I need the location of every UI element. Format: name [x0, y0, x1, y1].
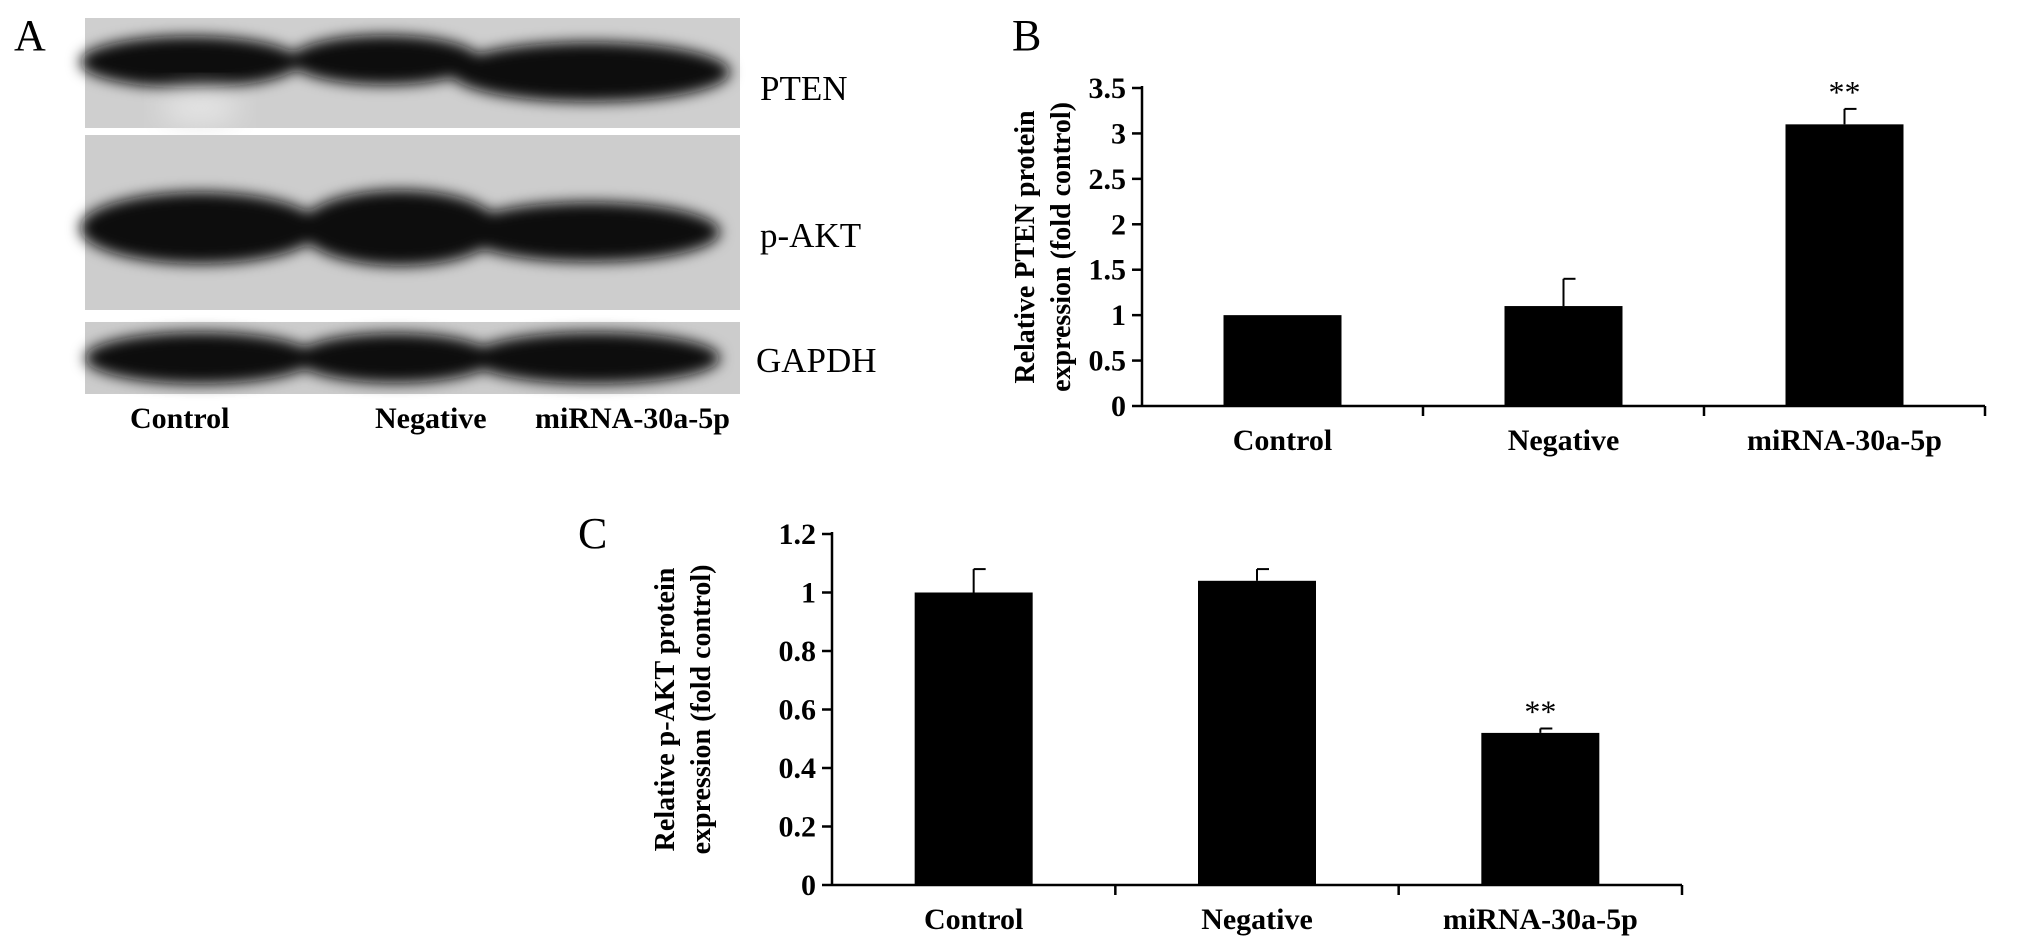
chart-c-bar — [914, 592, 1033, 885]
lane-label-mirna: miRNA-30a-5p — [535, 402, 730, 435]
chart-b-bar — [1504, 306, 1623, 406]
chart-b-y-tick-label: 1 — [1111, 299, 1126, 332]
chart-b: 0 0.5 1 1.5 2 2.5 3 3.5 Control Negative ** miRNA-3… — [1010, 72, 1987, 457]
chart-b-y-tick-label: 3 — [1111, 117, 1126, 150]
chart-c-y-tick-label: 0 — [801, 869, 816, 902]
chart-b-y-axis-title: expression (fold control) — [1046, 102, 1077, 392]
chart-b-category-label: miRNA-30a-5p — [1747, 424, 1942, 457]
lane-label-negative: Negative — [375, 402, 487, 435]
chart-b-category-label: Control — [1233, 424, 1332, 457]
chart-b-bar — [1223, 315, 1342, 406]
chart-c-bar — [1198, 580, 1316, 885]
western-blot — [80, 18, 740, 394]
chart-b-y-axis-title: Relative PTEN protein — [1010, 110, 1041, 384]
blot-label-p-akt: p-AKT — [760, 216, 861, 255]
chart-b-y-tick-label: 3.5 — [1089, 72, 1127, 105]
panel-letter-a: A — [14, 11, 46, 60]
chart-c-bar — [1481, 732, 1600, 885]
chart-b-y-tick-label: 2 — [1111, 208, 1126, 241]
chart-b-y-tick-label: 1.5 — [1089, 254, 1127, 287]
chart-c-y-axis-title: expression (fold control) — [686, 565, 717, 855]
chart-c-category-label: miRNA-30a-5p — [1443, 903, 1638, 936]
lane-label-control: Control — [130, 402, 229, 435]
chart-b-bar — [1785, 124, 1904, 406]
chart-b-y-tick-label: 0.5 — [1089, 345, 1127, 378]
chart-c-category-label: Control — [924, 903, 1023, 936]
chart-c-y-axis-title: Relative p-AKT protein — [650, 567, 681, 851]
blot-label-pten: PTEN — [760, 69, 848, 108]
panel-letter-c: C — [578, 509, 607, 558]
chart-c: 0 0.2 0.4 0.6 0.8 1 1.2 Control Negative ** miRNA-… — [650, 518, 1684, 936]
panel-letter-b: B — [1012, 11, 1041, 60]
chart-b-y-tick-label: 2.5 — [1089, 163, 1127, 196]
chart-c-y-tick-label: 0.6 — [779, 694, 817, 727]
blot-label-gapdh: GAPDH — [756, 341, 877, 380]
blot-strip-gapdh — [85, 322, 740, 394]
chart-c-y-tick-label: 1 — [801, 577, 816, 610]
blot-strip-p-akt — [80, 135, 740, 310]
chart-b-significance-label: ** — [1829, 74, 1861, 110]
chart-c-y-tick-label: 0.8 — [779, 635, 817, 668]
chart-b-category-label: Negative — [1508, 424, 1620, 457]
chart-b-y-tick-label: 0 — [1111, 390, 1126, 423]
chart-c-y-tick-label: 0.4 — [779, 752, 817, 785]
chart-c-category-label: Negative — [1201, 903, 1313, 936]
chart-c-y-tick-label: 1.2 — [779, 518, 817, 551]
blot-strip-pten — [80, 18, 740, 128]
chart-c-significance-label: ** — [1524, 694, 1556, 730]
chart-c-y-tick-label: 0.2 — [779, 811, 817, 844]
